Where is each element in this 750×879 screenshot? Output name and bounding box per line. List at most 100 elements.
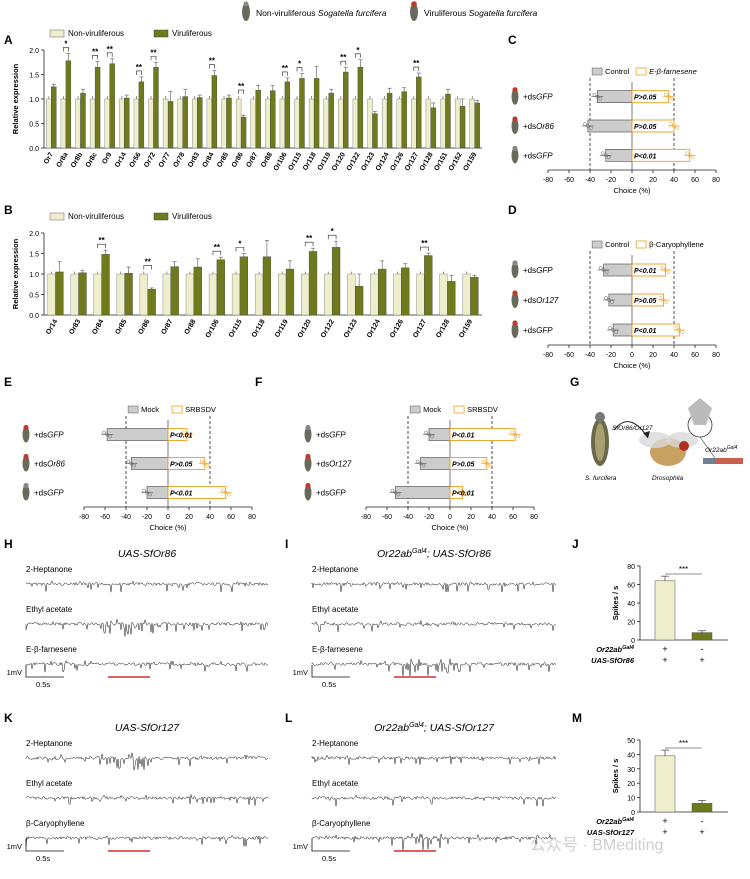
x-tick-label: 40: [670, 177, 678, 184]
p-value-label: P>0.05: [452, 462, 474, 469]
spike-trace: [25, 618, 269, 637]
x-tick-label: 60: [691, 177, 699, 184]
row-label: +dsOr127: [523, 296, 559, 305]
planthopper-head-icon: [305, 453, 311, 460]
scale-time-label: 0.5s: [322, 854, 336, 863]
significance-bracket: [150, 55, 157, 61]
data-point-treatment: [661, 298, 666, 302]
x-tick-label: -20: [424, 514, 434, 521]
x-tick-label: -80: [543, 177, 553, 184]
data-point-control: [126, 459, 131, 464]
planthopper-head-icon: [512, 290, 518, 296]
data-point-treatment: [669, 122, 673, 126]
p-value-label: P<0.01: [634, 268, 656, 275]
planthopper-head-icon: [512, 320, 518, 326]
x-tick-label: Or9: [101, 151, 113, 165]
scale-time-label: 0.5s: [322, 680, 336, 689]
data-point-treatment: [672, 124, 676, 128]
planthopper-head-icon: [23, 424, 29, 431]
x-tick-label: -60: [564, 177, 574, 184]
bar-nonviruliferous: [294, 98, 300, 149]
x-tick-label: Or88: [184, 318, 198, 335]
data-point-control: [608, 326, 612, 330]
significance-label: **: [282, 64, 289, 73]
x-tick-label: -40: [585, 352, 595, 359]
data-point-control: [598, 266, 603, 270]
x-tick-label: -40: [585, 177, 595, 184]
legend-label-viruliferous: Viruliferous: [172, 212, 212, 221]
bar-viruliferous: [94, 66, 101, 149]
trace-panel-title: Or22abGal4; UAS-SfOr86: [377, 548, 491, 560]
bar-nonviruliferous: [367, 98, 373, 149]
data-point-treatment: [460, 490, 465, 495]
planthopper-head-icon: [512, 116, 518, 122]
y-tick-label: 60: [627, 583, 635, 590]
bar-nonviruliferous: [338, 98, 344, 149]
legend-swatch-nonviruliferous: [49, 212, 65, 221]
x-tick-label: 60: [691, 352, 699, 359]
scale-time-label: 0.5s: [36, 680, 50, 689]
bar-viruliferous: [328, 92, 334, 149]
odorant-label: Ethyl acetate: [312, 605, 359, 614]
panel-label-k: K: [4, 711, 13, 725]
x-tick-label: Or8a: [56, 151, 70, 168]
genotype-mark: +: [662, 644, 667, 654]
x-tick-label: Or84: [91, 318, 105, 335]
planthopper-icon: [511, 292, 519, 308]
x-tick-label: Or86: [231, 151, 245, 168]
y-axis-label: Spikes / s: [611, 586, 620, 621]
significance-label: **: [150, 48, 157, 57]
x-tick-label: 20: [649, 177, 657, 184]
bar-viruliferous: [430, 107, 437, 149]
legend-label-nonviruliferous: Non-viruliferous: [68, 212, 124, 221]
row-label: +dsGFP: [316, 431, 346, 440]
bar-viruliferous: [109, 63, 115, 149]
bar-viruliferous: [65, 60, 72, 149]
data-point-treatment: [188, 434, 192, 439]
data-point-control: [415, 459, 420, 464]
planthopper-icon-nonviruliferous: [242, 1, 250, 21]
planthopper-icon: [511, 262, 519, 278]
y-tick-label: 0.0: [29, 146, 39, 153]
panel-g-schematic: Or22abGal4 SfOr86/Or127 S. furcifera Dro…: [585, 398, 743, 482]
spike-trace: [25, 580, 269, 593]
legend-top-nonvir-label: Non-viruliferous Sogatella furcifera: [256, 8, 387, 18]
odorant-label: E-β-farnesene: [312, 645, 363, 654]
data-point-control: [427, 432, 431, 437]
significance-bracket: [355, 53, 361, 58]
p-value-label: P>0.05: [170, 462, 192, 469]
x-tick-label: 80: [712, 177, 720, 184]
bar-nonviruliferous: [301, 273, 310, 316]
panel-label-b: B: [4, 203, 13, 217]
x-tick-label: -40: [121, 514, 131, 521]
odorant-label: 2-Heptanone: [26, 739, 73, 748]
x-tick-label: -80: [361, 514, 371, 521]
significance-label: **: [92, 47, 99, 56]
x-tick-label: Or85: [216, 151, 230, 168]
data-point-treatment: [687, 153, 692, 158]
p-value-label: P>0.05: [634, 298, 656, 305]
row-label: +dsOr86: [523, 122, 554, 131]
legend-label-viruliferous: Viruliferous: [172, 29, 212, 38]
data-point-treatment: [660, 266, 665, 270]
gene-transfer-label: SfOr86/Or127: [612, 425, 653, 432]
data-point-treatment: [680, 330, 685, 334]
x-tick-label: Or123: [343, 318, 359, 339]
odorant-label: Ethyl acetate: [26, 779, 73, 788]
significance-label: **: [99, 236, 106, 245]
x-tick-label: 40: [670, 352, 678, 359]
genotype-mark: +: [699, 655, 704, 665]
x-tick-label: Or8c: [85, 151, 99, 168]
y-tick-label: 0: [631, 810, 635, 817]
spike-trace: [311, 581, 557, 593]
significance-label: *: [331, 227, 335, 236]
bar-nonviruliferous: [469, 98, 475, 149]
x-tick-label: 60: [509, 514, 517, 521]
bar-control: [106, 428, 169, 441]
planthopper-icon: [304, 484, 312, 501]
significance-label: *: [298, 60, 302, 69]
planthopper-icon: [511, 322, 519, 338]
bar-nonviruliferous: [231, 273, 241, 316]
planthopper-illustration: [591, 412, 609, 466]
x-tick-label: Or115: [228, 318, 244, 338]
